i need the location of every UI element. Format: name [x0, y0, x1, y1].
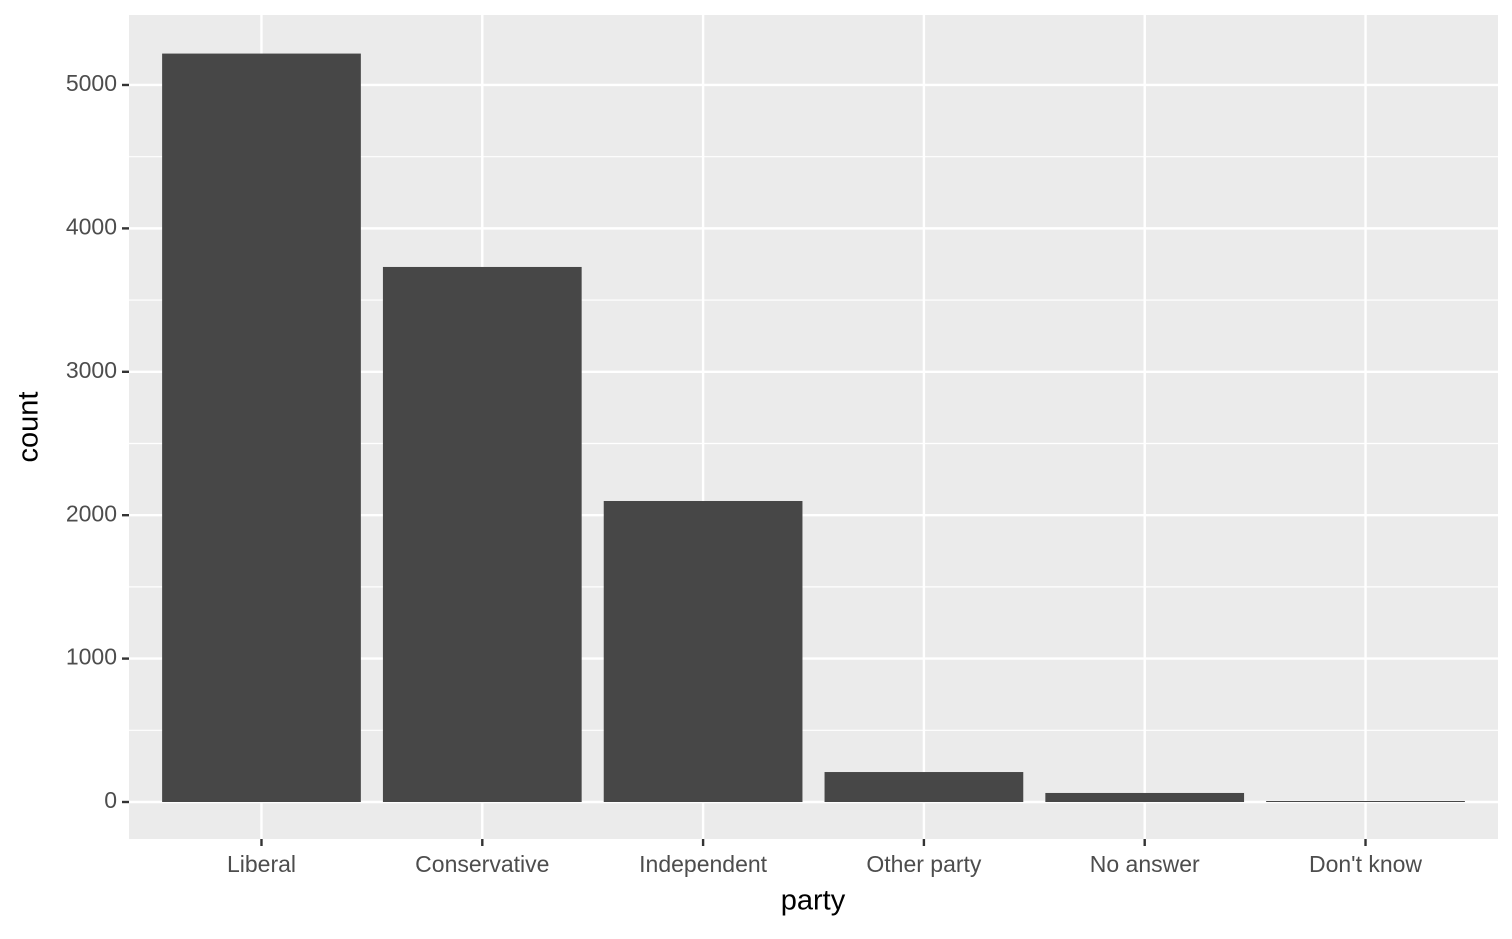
- x-tick-label: Other party: [866, 851, 982, 877]
- bar: [1045, 792, 1245, 803]
- y-tick-label: 0: [104, 787, 117, 813]
- x-axis-title: party: [781, 885, 846, 917]
- x-tick-label: No answer: [1090, 851, 1200, 877]
- x-tick-label: Liberal: [227, 851, 296, 877]
- y-tick-label: 2000: [66, 500, 117, 526]
- bar: [162, 53, 361, 803]
- y-tick-label: 3000: [66, 357, 117, 383]
- y-tick-label: 5000: [66, 70, 117, 96]
- bar: [603, 500, 803, 803]
- y-tick-label: 1000: [66, 644, 117, 670]
- x-tick-label: Independent: [639, 851, 768, 877]
- bar: [1266, 800, 1465, 803]
- x-tick-label: Don't know: [1309, 851, 1422, 877]
- bar: [824, 772, 1024, 803]
- y-tick-label: 4000: [66, 213, 117, 239]
- x-tick-label: Conservative: [415, 851, 549, 877]
- bar: [382, 266, 582, 803]
- y-axis-title: count: [13, 392, 45, 463]
